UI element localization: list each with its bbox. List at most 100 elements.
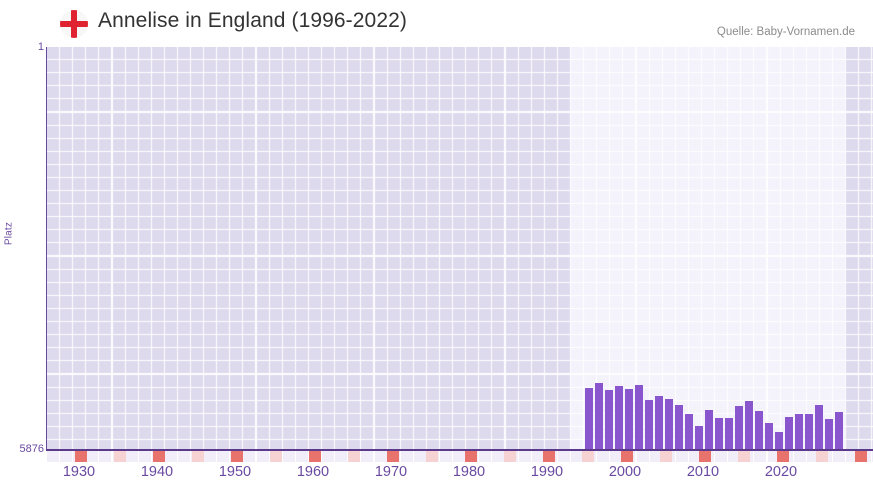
decade-mark-half <box>348 451 360 462</box>
x-tick-1930: 1930 <box>62 464 96 480</box>
x-tick-1960: 1960 <box>296 464 330 480</box>
y-axis-tick-top: 1 <box>37 41 44 53</box>
decade-mark-decade <box>153 451 165 462</box>
strip-cell <box>846 451 858 462</box>
bar-2014[interactable] <box>765 423 774 450</box>
page-title: Annelise in England (1996-2022) <box>98 9 407 32</box>
strip-cell <box>597 451 609 462</box>
bar-2010[interactable] <box>725 418 734 450</box>
bar-2021[interactable] <box>835 412 844 450</box>
bar-2002[interactable] <box>645 400 654 450</box>
strip-cell <box>322 451 334 462</box>
strip-cell <box>126 451 138 462</box>
x-axis-tick-labels: 1930 1940 1950 1960 1970 1980 1990 2000 2010 2020 <box>47 464 873 488</box>
strip-cell <box>257 451 269 462</box>
bar-2016[interactable] <box>785 417 794 450</box>
bar-2006[interactable] <box>685 414 694 450</box>
strip-cell <box>637 451 649 462</box>
bar-1996[interactable] <box>585 388 594 450</box>
decade-mark-decade <box>777 451 789 462</box>
decade-mark-half <box>192 451 204 462</box>
y-axis-title: Platz <box>3 221 15 246</box>
bar-2013[interactable] <box>755 411 764 450</box>
strip-cell <box>728 451 740 462</box>
strip-cell <box>453 451 465 462</box>
strip-cell <box>650 451 662 462</box>
strip-cell <box>676 451 688 462</box>
decade-mark-decade <box>621 451 633 462</box>
x-tick-2010: 2010 <box>686 464 720 480</box>
strip-cell <box>178 451 190 462</box>
decade-mark-decade <box>543 451 555 462</box>
decade-mark-decade <box>387 451 399 462</box>
bar-2020[interactable] <box>825 419 834 450</box>
decade-mark-decade <box>75 451 87 462</box>
strip-cell <box>139 451 151 462</box>
bar-1998[interactable] <box>605 390 614 450</box>
bar-2007[interactable] <box>695 426 704 450</box>
bar-2001[interactable] <box>635 385 644 450</box>
strip-cell <box>217 451 229 462</box>
strip-cell <box>519 451 531 462</box>
flag-cross-horizontal <box>60 21 88 27</box>
strip-cell <box>715 451 727 462</box>
strip-cell <box>60 451 72 462</box>
bar-2015[interactable] <box>775 432 784 450</box>
x-tick-2000: 2000 <box>608 464 642 480</box>
bar-2009[interactable] <box>715 418 724 450</box>
bar-2003[interactable] <box>655 396 664 450</box>
strip-cell <box>414 451 426 462</box>
decade-mark-half <box>426 451 438 462</box>
bar-2019[interactable] <box>815 405 824 450</box>
bar-2008[interactable] <box>705 410 714 450</box>
strip-cell <box>492 451 504 462</box>
x-tick-1950: 1950 <box>218 464 252 480</box>
bar-2004[interactable] <box>665 399 674 450</box>
strip-cell <box>807 451 819 462</box>
decade-mark-decade <box>465 451 477 462</box>
decade-mark-half <box>738 451 750 462</box>
chart-header: Annelise in England (1996-2022) Quelle: … <box>0 0 873 47</box>
strip-cell <box>754 451 766 462</box>
x-tick-1970: 1970 <box>374 464 408 480</box>
decade-mark-half <box>660 451 672 462</box>
plot-area <box>47 47 873 450</box>
strip-cell <box>794 451 806 462</box>
strip-cell <box>610 451 622 462</box>
bar-2005[interactable] <box>675 405 684 450</box>
strip-cell <box>243 451 255 462</box>
strip-cell <box>283 451 295 462</box>
x-tick-1940: 1940 <box>140 464 174 480</box>
bar-1999[interactable] <box>615 386 624 450</box>
bar-2017[interactable] <box>795 414 804 450</box>
x-tick-1990: 1990 <box>530 464 564 480</box>
strip-cell <box>532 451 544 462</box>
strip-cell <box>165 451 177 462</box>
x-tick-2020: 2020 <box>764 464 798 480</box>
bar-1997[interactable] <box>595 383 604 450</box>
bars-layer <box>47 47 873 450</box>
decade-mark-decade <box>231 451 243 462</box>
bar-2011[interactable] <box>735 406 744 450</box>
strip-cell <box>571 451 583 462</box>
y-axis-tick-bottom: 5876 <box>19 443 44 455</box>
strip-cell <box>558 451 570 462</box>
strip-cell <box>401 451 413 462</box>
england-flag-icon <box>60 10 88 38</box>
decade-mark-half <box>582 451 594 462</box>
strip-cell <box>833 451 845 462</box>
x-axis-line <box>46 449 873 451</box>
decade-mark-half <box>816 451 828 462</box>
decade-mark-decade <box>309 451 321 462</box>
bar-2000[interactable] <box>625 389 634 450</box>
bar-2012[interactable] <box>745 401 754 450</box>
strip-cell <box>335 451 347 462</box>
strip-cell <box>86 451 98 462</box>
decade-mark-decade <box>855 451 867 462</box>
decade-mark-half <box>114 451 126 462</box>
decade-mark-half <box>504 451 516 462</box>
bar-2018[interactable] <box>805 414 814 450</box>
decade-marker-strip <box>47 451 873 462</box>
strip-cell <box>47 451 59 462</box>
grid-background <box>47 47 873 450</box>
